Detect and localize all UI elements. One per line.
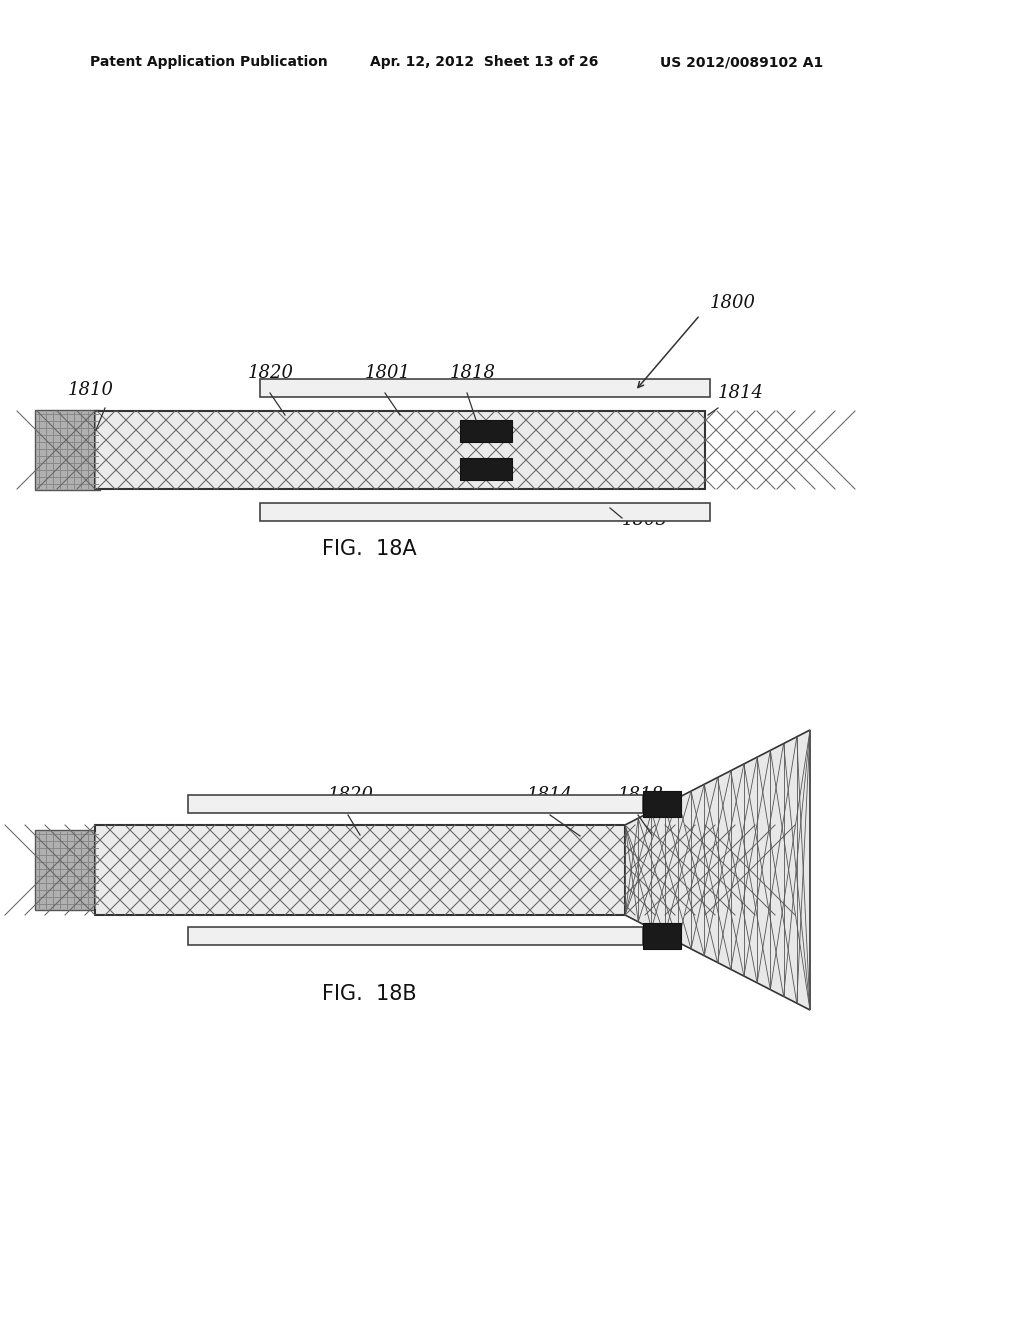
Text: 1820: 1820 xyxy=(328,785,374,804)
Bar xyxy=(35,411,100,490)
Text: FIG.  18A: FIG. 18A xyxy=(322,539,417,558)
Bar xyxy=(95,411,705,488)
Bar xyxy=(260,503,710,521)
Text: 1800: 1800 xyxy=(710,294,756,312)
Bar xyxy=(460,458,512,480)
Bar xyxy=(95,825,625,915)
Text: 1801: 1801 xyxy=(365,364,411,381)
Text: FIG.  18B: FIG. 18B xyxy=(322,983,417,1005)
Text: US 2012/0089102 A1: US 2012/0089102 A1 xyxy=(660,55,823,69)
Text: 1814: 1814 xyxy=(527,785,573,804)
Text: Patent Application Publication: Patent Application Publication xyxy=(90,55,328,69)
Polygon shape xyxy=(625,730,810,1010)
Bar xyxy=(460,420,512,442)
Text: 1810: 1810 xyxy=(68,381,114,399)
Text: 1818: 1818 xyxy=(618,785,664,804)
Bar xyxy=(643,923,681,949)
Text: 1818: 1818 xyxy=(450,364,496,381)
Bar xyxy=(643,791,681,817)
Text: Apr. 12, 2012  Sheet 13 of 26: Apr. 12, 2012 Sheet 13 of 26 xyxy=(370,55,598,69)
Text: 1820: 1820 xyxy=(248,364,294,381)
Text: 1803: 1803 xyxy=(622,511,668,529)
Bar xyxy=(35,830,100,909)
Text: 1814: 1814 xyxy=(718,384,764,403)
Bar xyxy=(188,795,643,813)
Bar xyxy=(188,927,643,945)
Bar xyxy=(260,379,710,397)
